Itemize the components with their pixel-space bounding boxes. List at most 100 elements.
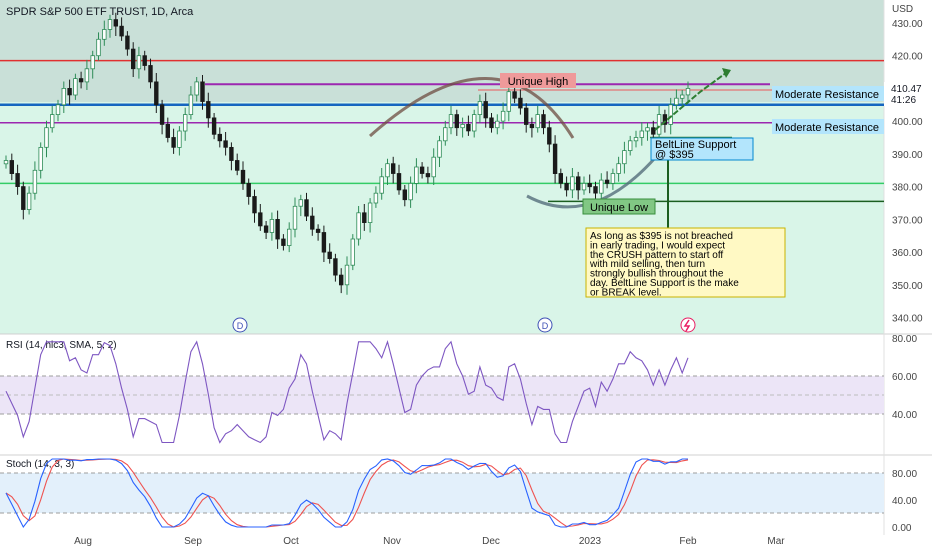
price-tick: 420.00	[892, 52, 923, 63]
candle	[356, 212, 361, 240]
dividend-marker[interactable]	[537, 317, 553, 333]
candle	[281, 238, 286, 246]
candle	[402, 189, 407, 201]
price-tick: 400.00	[892, 117, 923, 128]
stoch-d-line	[5, 458, 689, 528]
candle	[217, 133, 222, 142]
candle	[286, 228, 292, 246]
dividend-marker-label: D	[542, 321, 549, 331]
note-line: in early trading, I would expect	[590, 240, 725, 251]
candle	[327, 251, 332, 260]
rsi-tick: 40.00	[892, 410, 917, 421]
time-tick: Oct	[283, 536, 299, 547]
candle	[148, 65, 153, 83]
unique-high-box	[500, 73, 576, 88]
lightning-icon	[683, 319, 691, 332]
candle	[246, 182, 251, 197]
candle	[362, 212, 367, 224]
chart-title: SPDR S&P 500 ETF TRUST, 1D, Arca	[6, 6, 194, 18]
candle	[159, 104, 165, 125]
candle	[321, 232, 327, 253]
stoch-band	[0, 473, 884, 513]
zone-lower	[0, 102, 884, 334]
stoch-tick: 40.00	[892, 496, 917, 507]
moderate-resistance-label-2: Moderate Resistance	[775, 122, 879, 134]
unique-low-label: Unique Low	[590, 202, 648, 214]
candle	[466, 124, 471, 132]
candle	[107, 19, 113, 30]
time-tick: Feb	[679, 536, 697, 547]
candle	[90, 55, 95, 70]
candle	[662, 114, 668, 125]
candle	[552, 143, 558, 175]
candle	[338, 274, 344, 286]
candle	[84, 68, 90, 83]
unique-low-box	[582, 198, 656, 215]
note-line: with mild selling, then turn	[589, 259, 705, 270]
candle	[171, 137, 176, 148]
stoch-tick: 80.00	[892, 469, 917, 480]
candle	[500, 110, 506, 122]
note-line: or BREAK level.	[590, 287, 662, 298]
candle	[252, 196, 257, 214]
candle	[206, 101, 211, 119]
beltline-label-1: BeltLine Support	[655, 139, 736, 151]
candle	[495, 120, 500, 129]
candle	[142, 55, 147, 66]
candle	[535, 114, 540, 129]
candle	[292, 205, 298, 230]
moderate-resistance-box-1	[772, 86, 884, 101]
rsi-title: RSI (14, hlc3, SMA, 5, 2)	[6, 340, 117, 351]
candle	[194, 81, 199, 96]
projection-arrowhead	[722, 68, 731, 78]
candle	[674, 97, 679, 106]
price-axis-unit: USD	[892, 4, 913, 15]
candle	[599, 179, 604, 194]
beltline-box	[650, 137, 754, 161]
candle	[443, 127, 448, 142]
candle	[419, 166, 425, 174]
moderate-resistance-label-1: Moderate Resistance	[775, 89, 879, 101]
candle	[581, 182, 587, 191]
note-line: As long as $395 is not breached	[590, 231, 733, 242]
candles	[3, 12, 691, 295]
earnings-event-icon[interactable]	[680, 317, 696, 333]
candle	[229, 146, 234, 161]
candle	[200, 81, 205, 102]
dividend-marker-label: D	[237, 321, 244, 331]
rsi-tick: 60.00	[892, 372, 917, 383]
candle	[234, 160, 240, 171]
candle	[38, 146, 43, 171]
candle	[315, 228, 321, 233]
candle	[263, 225, 269, 233]
price-axis: 430.00420.00410.00400.00390.00380.00370.…	[892, 19, 923, 325]
candle	[102, 29, 107, 40]
time-tick: Nov	[383, 536, 401, 547]
candle	[55, 104, 61, 116]
candle	[477, 101, 483, 116]
candle	[32, 169, 38, 194]
candle	[350, 238, 355, 266]
time-tick: Sep	[184, 536, 202, 547]
candle	[26, 192, 32, 210]
candle	[408, 182, 413, 201]
candle	[73, 78, 78, 96]
candle	[50, 114, 55, 129]
candle	[136, 55, 142, 70]
price-tick: 370.00	[892, 215, 923, 226]
price-tick: 390.00	[892, 150, 923, 161]
candle	[558, 173, 563, 184]
candle	[431, 156, 436, 178]
bullish-projection	[654, 69, 731, 131]
candle	[9, 160, 14, 175]
time-tick: Dec	[482, 536, 500, 547]
dividend-marker[interactable]	[232, 317, 248, 333]
candle	[240, 169, 246, 184]
candle	[177, 130, 182, 148]
candle	[645, 127, 650, 132]
candle	[622, 150, 627, 165]
candle	[344, 264, 350, 286]
rsi-tick: 80.00	[892, 334, 917, 345]
candle	[680, 94, 685, 99]
